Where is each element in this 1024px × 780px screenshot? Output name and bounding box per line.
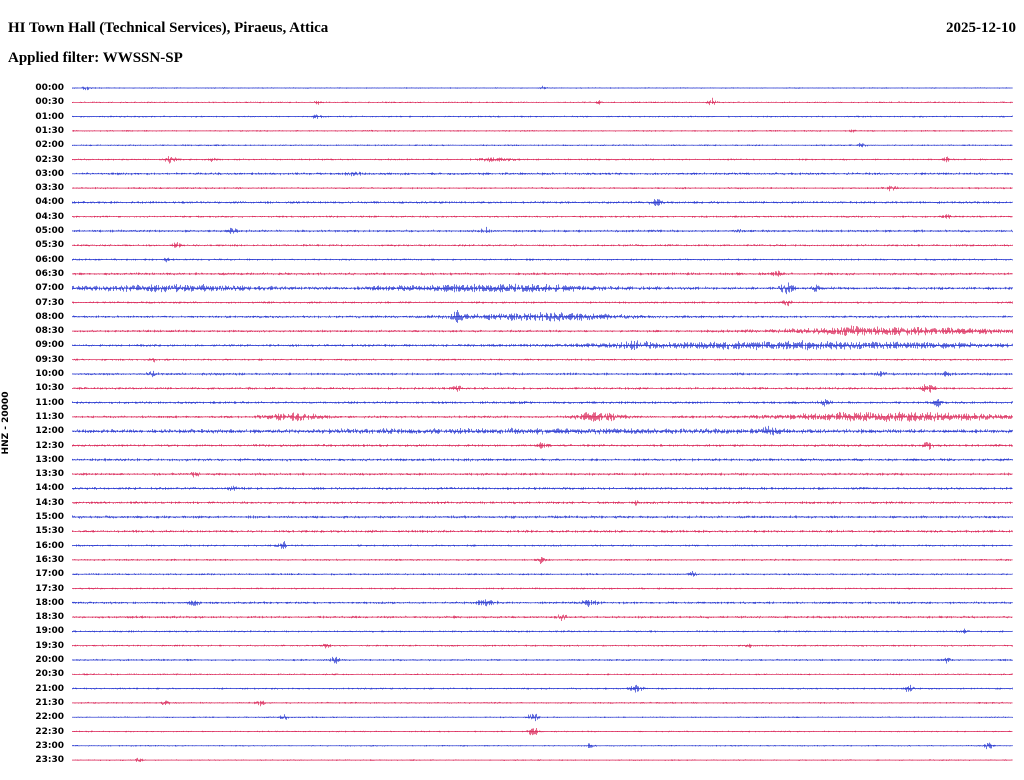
time-label: 05:30 bbox=[35, 240, 64, 251]
time-label: 00:00 bbox=[35, 83, 64, 93]
record-date: 2025-12-10 bbox=[946, 20, 1016, 36]
time-label: 16:00 bbox=[35, 540, 64, 551]
time-label: 21:00 bbox=[35, 683, 64, 694]
time-label: 21:30 bbox=[35, 697, 64, 708]
time-label: 07:00 bbox=[35, 283, 64, 294]
time-label: 10:30 bbox=[35, 383, 64, 394]
time-label: 06:30 bbox=[35, 268, 64, 279]
time-label: 19:30 bbox=[35, 640, 64, 651]
time-label: 02:00 bbox=[35, 140, 64, 151]
time-label: 11:00 bbox=[35, 397, 64, 408]
time-label: 20:30 bbox=[35, 669, 64, 680]
time-label: 17:30 bbox=[35, 583, 64, 594]
time-label: 08:00 bbox=[35, 311, 64, 322]
time-label: 05:00 bbox=[35, 226, 64, 236]
time-label: 00:30 bbox=[35, 97, 64, 108]
time-label: 07:30 bbox=[35, 297, 64, 308]
time-label: 08:30 bbox=[35, 326, 64, 337]
time-label: 18:30 bbox=[35, 612, 64, 623]
time-label: 22:00 bbox=[35, 712, 64, 723]
time-label: 14:00 bbox=[35, 483, 64, 494]
station-title: HI Town Hall (Technical Services), Pirae… bbox=[8, 20, 329, 36]
time-label: 09:30 bbox=[35, 354, 64, 365]
time-label: 01:30 bbox=[35, 125, 64, 136]
time-label: 15:00 bbox=[35, 512, 64, 522]
time-label: 17:00 bbox=[35, 569, 64, 580]
time-label: 18:00 bbox=[35, 597, 64, 608]
time-label: 04:00 bbox=[35, 197, 64, 208]
time-label: 20:00 bbox=[35, 655, 64, 665]
time-label: 12:30 bbox=[35, 440, 64, 451]
time-label: 12:00 bbox=[35, 426, 64, 437]
time-label: 11:30 bbox=[35, 411, 64, 422]
time-label: 09:00 bbox=[35, 340, 64, 351]
time-label: 23:30 bbox=[35, 755, 64, 766]
time-label: 15:30 bbox=[35, 526, 64, 537]
time-label: 03:30 bbox=[35, 183, 64, 194]
time-label: 19:00 bbox=[35, 626, 64, 637]
time-label: 01:00 bbox=[35, 111, 64, 122]
applied-filter-label: Applied filter: WWSSN-SP bbox=[8, 50, 183, 66]
time-label: 14:30 bbox=[35, 497, 64, 508]
time-label: 03:00 bbox=[35, 168, 64, 179]
time-label: 13:00 bbox=[35, 454, 64, 465]
time-label: 23:00 bbox=[35, 740, 64, 751]
time-label: 02:30 bbox=[35, 154, 64, 165]
time-label: 06:00 bbox=[35, 254, 64, 265]
time-label: 22:30 bbox=[35, 726, 64, 737]
time-label: 10:00 bbox=[35, 369, 64, 379]
time-label: 16:30 bbox=[35, 554, 64, 565]
channel-gain-label: HNZ - 20000 bbox=[1, 391, 11, 455]
time-label: 13:30 bbox=[35, 469, 64, 480]
time-label: 04:30 bbox=[35, 211, 64, 222]
